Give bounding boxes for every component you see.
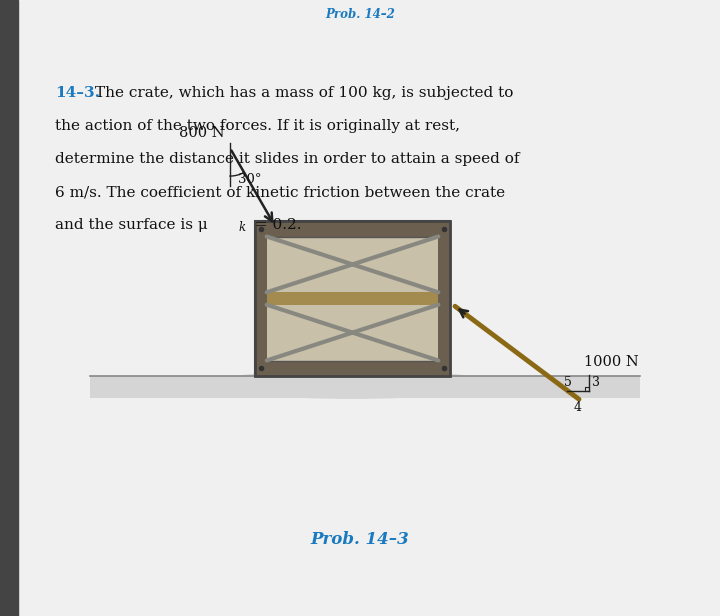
- Text: and the surface is μ: and the surface is μ: [55, 218, 208, 232]
- Text: k: k: [239, 221, 246, 234]
- Ellipse shape: [215, 369, 490, 399]
- Text: 4: 4: [574, 401, 582, 414]
- Bar: [90, 376, 640, 398]
- Text: The crate, which has a mass of 100 kg, is subjected to: The crate, which has a mass of 100 kg, i…: [95, 86, 513, 100]
- Text: 3: 3: [592, 376, 600, 389]
- Text: 14–3.: 14–3.: [55, 86, 100, 100]
- Text: 5: 5: [564, 376, 572, 389]
- Bar: [255, 360, 450, 376]
- Text: 800 N: 800 N: [179, 126, 225, 140]
- Bar: [0, 0, 18, 616]
- Text: determine the distance it slides in order to attain a speed of: determine the distance it slides in orde…: [55, 152, 520, 166]
- Text: 30°: 30°: [238, 173, 261, 186]
- Bar: [255, 221, 266, 376]
- Text: the action of the two forces. If it is originally at rest,: the action of the two forces. If it is o…: [55, 119, 460, 133]
- Text: Prob. 14–3: Prob. 14–3: [310, 531, 410, 548]
- Text: 1000 N: 1000 N: [584, 355, 639, 369]
- Bar: [438, 221, 450, 376]
- Text: = 0.2.: = 0.2.: [250, 218, 302, 232]
- Bar: [255, 293, 450, 305]
- Text: Prob. 14–2: Prob. 14–2: [325, 8, 395, 21]
- Bar: [255, 221, 450, 376]
- Bar: [255, 221, 450, 237]
- Text: 6 m/s. The coefficient of kinetic friction between the crate: 6 m/s. The coefficient of kinetic fricti…: [55, 185, 505, 199]
- Bar: [255, 221, 450, 376]
